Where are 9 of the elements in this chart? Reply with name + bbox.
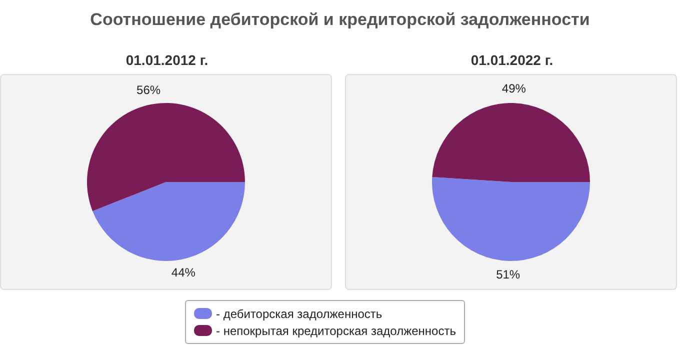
data-label: 44% bbox=[171, 266, 196, 280]
legend-label: - непокрытая кредиторская задолженность bbox=[216, 324, 456, 338]
chart-title: Соотношение дебиторской и кредиторской задолженности bbox=[89, 10, 591, 30]
chart-subtitle: 01.01.2012 г. bbox=[124, 51, 210, 70]
data-label: 49% bbox=[502, 81, 526, 96]
data-label: 51% bbox=[496, 267, 520, 282]
chart-subtitle: 01.01.2022 г. bbox=[470, 51, 554, 70]
data-label: 56% bbox=[136, 82, 161, 97]
legend-label: - дебиторская задолженность bbox=[216, 306, 382, 320]
